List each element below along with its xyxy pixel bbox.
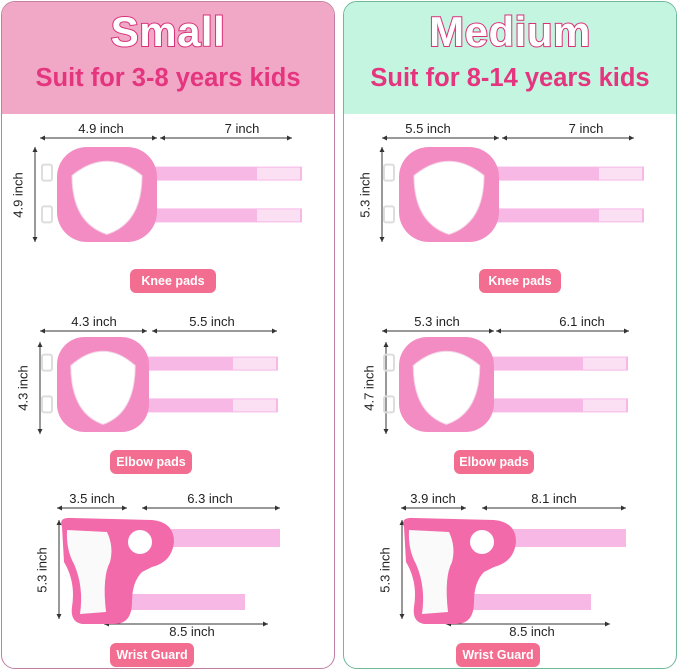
elbow-width-label: 5.3 inch bbox=[414, 314, 460, 329]
elbow-tag[interactable]: Elbow pads bbox=[110, 450, 192, 474]
wrist-width-label: 3.9 inch bbox=[410, 491, 456, 506]
elbow-pad-image bbox=[41, 337, 278, 432]
dimension-arrow bbox=[383, 342, 389, 434]
knee-tag[interactable]: Knee pads bbox=[479, 269, 561, 293]
wrist-height-label: 5.3 inch bbox=[34, 546, 50, 593]
elbow-height-label: 4.7 inch bbox=[361, 365, 377, 411]
wrist-guard-image bbox=[61, 517, 280, 624]
knee-height-label: 5.3 inch bbox=[357, 171, 373, 218]
knee-pad-image bbox=[41, 147, 302, 242]
knee-tag[interactable]: Knee pads bbox=[130, 269, 216, 293]
product-illustration bbox=[379, 135, 644, 627]
elbow-pad-image bbox=[383, 337, 628, 432]
wrist-strap-length-label: 8.1 inch bbox=[531, 491, 577, 506]
product-illustration bbox=[32, 135, 302, 627]
elbow-strap-length-label: 5.5 inch bbox=[189, 314, 235, 329]
medium-header: Medium Suit for 8-14 years kids bbox=[344, 2, 676, 114]
small-header: Small Suit for 3-8 years kids bbox=[2, 2, 334, 114]
dimension-arrow bbox=[57, 505, 127, 511]
wrist-strap-length-label: 6.3 inch bbox=[187, 491, 233, 506]
size-title: Medium bbox=[428, 7, 591, 56]
dimension-arrow bbox=[160, 135, 292, 141]
age-subtitle: Suit for 8-14 years kids bbox=[370, 64, 650, 92]
dimension-arrow bbox=[32, 147, 38, 242]
wrist-strap2-length-label: 8.5 inch bbox=[509, 624, 555, 639]
dimension-arrow bbox=[401, 505, 466, 511]
dimension-arrow bbox=[40, 135, 157, 141]
age-subtitle: Suit for 3-8 years kids bbox=[35, 64, 301, 92]
dimension-arrow bbox=[399, 520, 405, 619]
wrist-width-label: 3.5 inch bbox=[69, 491, 115, 506]
knee-height-label: 4.9 inch bbox=[10, 171, 26, 218]
elbow-width-label: 4.3 inch bbox=[71, 314, 117, 329]
dimension-arrow bbox=[142, 505, 280, 511]
dimension-arrow bbox=[152, 328, 277, 334]
knee-pad-image bbox=[383, 147, 644, 242]
dimension-arrow bbox=[379, 147, 385, 242]
elbow-strap-length-label: 6.1 inch bbox=[559, 314, 605, 329]
wrist-tag[interactable]: Wrist Guard bbox=[456, 643, 540, 667]
elbow-height-label: 4.3 inch bbox=[15, 365, 31, 411]
dimension-arrow bbox=[37, 342, 43, 434]
knee-width-label: 4.9 inch bbox=[78, 121, 124, 136]
elbow-tag[interactable]: Elbow pads bbox=[454, 450, 534, 474]
wrist-height-label: 5.3 inch bbox=[377, 546, 393, 593]
dimension-arrow bbox=[382, 328, 494, 334]
wrist-strap2-length-label: 8.5 inch bbox=[169, 624, 215, 639]
knee-strap-length-label: 7 inch bbox=[568, 121, 604, 136]
dimension-arrow bbox=[482, 505, 626, 511]
dimension-arrow bbox=[56, 520, 62, 619]
knee-width-label: 5.5 inch bbox=[405, 121, 451, 136]
wrist-guard-image bbox=[403, 517, 626, 624]
dimension-arrow bbox=[40, 328, 147, 334]
wrist-tag[interactable]: Wrist Guard bbox=[110, 643, 194, 667]
small-size-panel: Small Suit for 3-8 years kids 4.9 inch 7 … bbox=[1, 1, 335, 669]
dimension-arrow bbox=[496, 328, 629, 334]
medium-size-panel: Medium Suit for 8-14 years kids 5.5 inch… bbox=[343, 1, 677, 669]
dimension-arrow bbox=[382, 135, 499, 141]
dimension-arrow bbox=[502, 135, 634, 141]
size-title: Small bbox=[110, 7, 226, 56]
knee-strap-length-label: 7 inch bbox=[224, 121, 260, 136]
